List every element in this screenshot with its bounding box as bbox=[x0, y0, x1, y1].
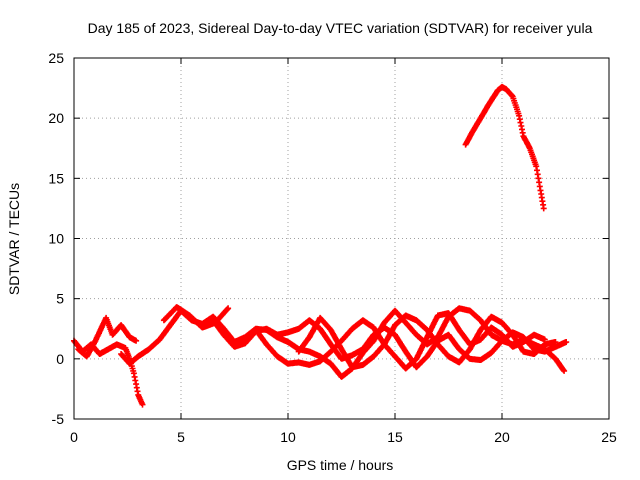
x-tick-label: 15 bbox=[387, 429, 403, 445]
y-tick-label: -5 bbox=[52, 411, 65, 427]
data-marks bbox=[71, 83, 570, 408]
axis-ticks: 0 5 10 15 20 25 -5 0 5 10 15 20 25 bbox=[48, 50, 617, 445]
chart-title: Day 185 of 2023, Sidereal Day-to-day VTE… bbox=[88, 20, 593, 36]
data-point-markers bbox=[462, 83, 547, 212]
x-tick-label: 20 bbox=[494, 429, 510, 445]
x-axis-label: GPS time / hours bbox=[287, 457, 394, 473]
y-tick-label: 5 bbox=[56, 291, 64, 307]
y-tick-label: 15 bbox=[48, 170, 64, 186]
grid bbox=[74, 58, 609, 419]
y-tick-label: 0 bbox=[56, 351, 64, 367]
y-tick-label: 20 bbox=[48, 110, 64, 126]
series-sat-g bbox=[295, 312, 559, 371]
y-tick-label: 25 bbox=[48, 50, 64, 66]
series-sat-b bbox=[75, 314, 140, 360]
x-tick-label: 5 bbox=[177, 429, 185, 445]
y-tick-label: 10 bbox=[48, 231, 64, 247]
x-tick-label: 25 bbox=[601, 429, 617, 445]
series-sat-h bbox=[462, 83, 547, 212]
y-axis-label: SDTVAR / TECUs bbox=[6, 183, 22, 295]
data-point-markers bbox=[71, 337, 146, 408]
data-point-markers bbox=[75, 314, 140, 360]
x-tick-label: 10 bbox=[280, 429, 296, 445]
series-sat-a bbox=[71, 337, 146, 408]
data-point-markers bbox=[295, 312, 559, 371]
x-tick-label: 0 bbox=[70, 429, 78, 445]
